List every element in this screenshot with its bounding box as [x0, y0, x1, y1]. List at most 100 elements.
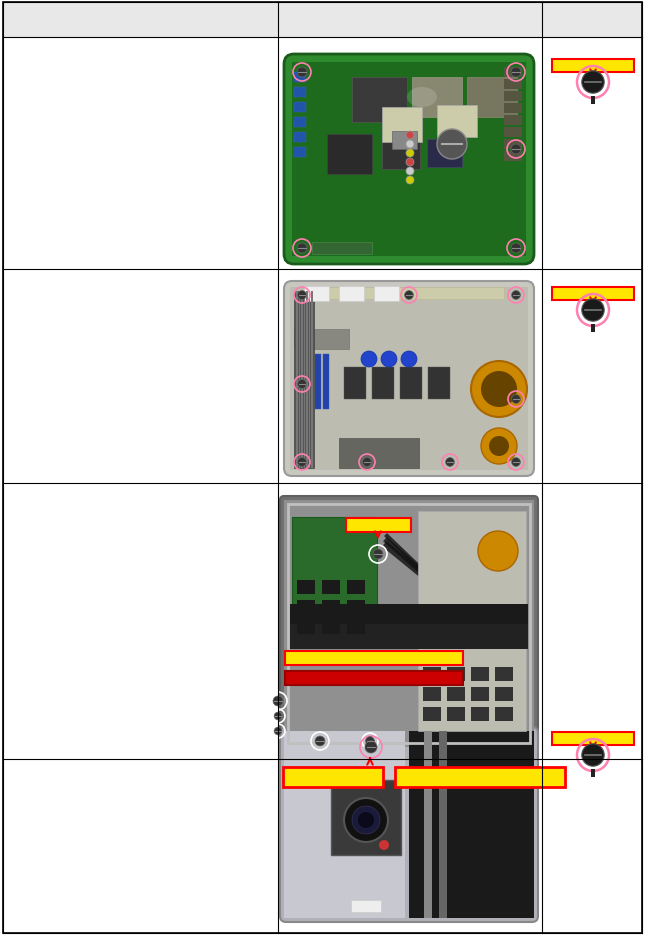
- Bar: [504, 68, 522, 78]
- Circle shape: [344, 798, 388, 842]
- Bar: [322, 600, 340, 614]
- Circle shape: [481, 372, 517, 407]
- Bar: [311, 292, 312, 469]
- Bar: [504, 104, 522, 114]
- Circle shape: [582, 72, 604, 95]
- Bar: [294, 133, 306, 143]
- Circle shape: [511, 243, 521, 254]
- Bar: [552, 287, 634, 300]
- Bar: [504, 128, 522, 138]
- Circle shape: [379, 841, 389, 850]
- Circle shape: [297, 380, 306, 389]
- Bar: [437, 106, 477, 138]
- Bar: [591, 97, 595, 105]
- Bar: [552, 732, 634, 745]
- Bar: [304, 286, 329, 301]
- Bar: [312, 242, 372, 255]
- Bar: [296, 292, 297, 469]
- Bar: [382, 108, 422, 143]
- Bar: [412, 78, 462, 118]
- Bar: [304, 287, 504, 300]
- Circle shape: [365, 741, 377, 753]
- Bar: [299, 355, 305, 410]
- Circle shape: [366, 737, 374, 746]
- Circle shape: [361, 352, 377, 368]
- Bar: [294, 88, 306, 98]
- Bar: [347, 621, 365, 635]
- Bar: [418, 511, 526, 731]
- Bar: [374, 286, 399, 301]
- Circle shape: [274, 727, 282, 735]
- Circle shape: [511, 145, 521, 154]
- Circle shape: [478, 532, 518, 571]
- Bar: [392, 132, 417, 150]
- Bar: [382, 138, 420, 169]
- Circle shape: [401, 352, 417, 368]
- Circle shape: [511, 458, 521, 467]
- Bar: [331, 781, 401, 856]
- Bar: [495, 687, 513, 701]
- Bar: [285, 671, 463, 685]
- Bar: [495, 667, 513, 681]
- Circle shape: [297, 458, 306, 467]
- Bar: [504, 92, 522, 102]
- Bar: [294, 103, 306, 113]
- Circle shape: [297, 243, 307, 254]
- Circle shape: [406, 168, 414, 176]
- Circle shape: [406, 159, 414, 167]
- Bar: [447, 708, 465, 722]
- Circle shape: [437, 130, 467, 160]
- Bar: [339, 286, 364, 301]
- Bar: [591, 769, 595, 778]
- Bar: [294, 292, 314, 469]
- Bar: [307, 355, 313, 410]
- Bar: [423, 667, 441, 681]
- Bar: [290, 605, 528, 624]
- Bar: [428, 368, 450, 400]
- Bar: [297, 600, 315, 614]
- Circle shape: [489, 436, 509, 457]
- Bar: [3, 3, 642, 38]
- Bar: [315, 355, 321, 410]
- Bar: [423, 687, 441, 701]
- Bar: [344, 368, 366, 400]
- Bar: [284, 501, 534, 747]
- Circle shape: [297, 68, 307, 78]
- Bar: [292, 63, 526, 256]
- Bar: [423, 708, 441, 722]
- Circle shape: [404, 291, 413, 300]
- Circle shape: [406, 140, 414, 149]
- Ellipse shape: [407, 88, 437, 108]
- Bar: [294, 148, 306, 158]
- Circle shape: [381, 352, 397, 368]
- Bar: [427, 139, 462, 168]
- Bar: [504, 80, 522, 90]
- Bar: [347, 580, 365, 594]
- FancyBboxPatch shape: [284, 55, 534, 265]
- Circle shape: [511, 395, 521, 404]
- Bar: [346, 519, 411, 533]
- Circle shape: [315, 737, 325, 746]
- Bar: [299, 292, 300, 469]
- Bar: [409, 731, 534, 918]
- Bar: [297, 580, 315, 594]
- Circle shape: [481, 429, 517, 464]
- FancyBboxPatch shape: [284, 282, 534, 476]
- Circle shape: [582, 744, 604, 767]
- Bar: [304, 292, 305, 469]
- Bar: [471, 687, 489, 701]
- Bar: [471, 708, 489, 722]
- Bar: [322, 621, 340, 635]
- Bar: [439, 731, 447, 918]
- Bar: [290, 624, 528, 650]
- Bar: [294, 73, 306, 83]
- Bar: [347, 600, 365, 614]
- Bar: [471, 667, 489, 681]
- Bar: [297, 621, 315, 635]
- Bar: [301, 292, 303, 469]
- Bar: [591, 325, 595, 333]
- Bar: [294, 118, 306, 128]
- Bar: [339, 439, 419, 469]
- Bar: [504, 116, 522, 125]
- Circle shape: [362, 458, 372, 467]
